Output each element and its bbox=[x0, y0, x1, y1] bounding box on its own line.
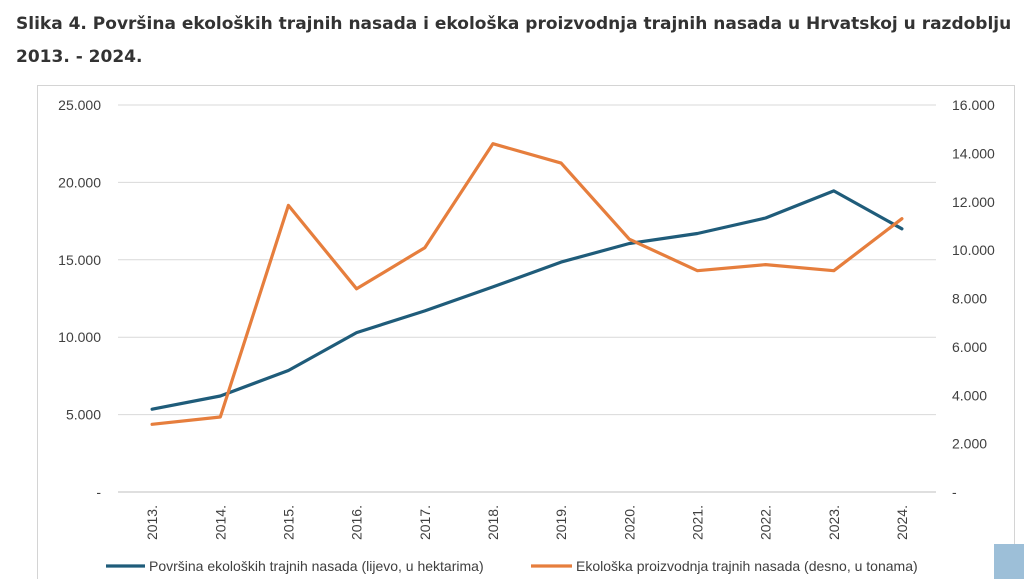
x-tick-label: 2018. bbox=[485, 505, 501, 540]
y-left-tick-label: 25.000 bbox=[58, 97, 101, 113]
legend-label-2: Ekološka proizvodnja trajnih nasada (des… bbox=[576, 558, 918, 574]
y-left-tick-label: - bbox=[96, 484, 101, 500]
y-right-tick-label: 4.000 bbox=[952, 387, 987, 403]
chart-title: Slika 4. Površina ekoloških trajnih nasa… bbox=[16, 14, 1012, 67]
chart-area bbox=[37, 85, 1015, 579]
x-tick-label: 2013. bbox=[144, 505, 160, 540]
x-tick-label: 2023. bbox=[826, 505, 842, 540]
x-tick-label: 2016. bbox=[349, 505, 365, 540]
y-right-tick-label: - bbox=[952, 484, 957, 500]
x-tick-label: 2021. bbox=[689, 505, 705, 540]
y-right-tick-label: 12.000 bbox=[952, 194, 995, 210]
y-right-tick-label: 8.000 bbox=[952, 291, 987, 307]
x-tick-label: 2015. bbox=[280, 505, 296, 540]
y-right-tick-label: 6.000 bbox=[952, 339, 987, 355]
series-line-1 bbox=[150, 189, 904, 411]
y-right-tick-label: 10.000 bbox=[952, 242, 995, 258]
x-tick-label: 2024. bbox=[894, 505, 910, 540]
y-left-tick-label: 10.000 bbox=[58, 329, 101, 345]
y-right-tick-label: 14.000 bbox=[952, 145, 995, 161]
x-tick-label: 2014. bbox=[212, 505, 228, 540]
x-tick-label: 2022. bbox=[758, 505, 774, 540]
scroll-corner-widget[interactable] bbox=[994, 544, 1024, 579]
y-left-tick-label: 20.000 bbox=[58, 174, 101, 190]
y-right-tick-label: 2.000 bbox=[952, 436, 987, 452]
y-left-tick-label: 5.000 bbox=[66, 407, 101, 423]
x-tick-label: 2020. bbox=[621, 505, 637, 540]
y-left-tick-label: 15.000 bbox=[58, 252, 101, 268]
x-tick-label: 2019. bbox=[553, 505, 569, 540]
y-right-tick-label: 16.000 bbox=[952, 97, 995, 113]
legend-label-1: Površina ekoloških trajnih nasada (lijev… bbox=[149, 558, 484, 574]
series-line-2 bbox=[150, 142, 904, 426]
x-tick-label: 2017. bbox=[417, 505, 433, 540]
